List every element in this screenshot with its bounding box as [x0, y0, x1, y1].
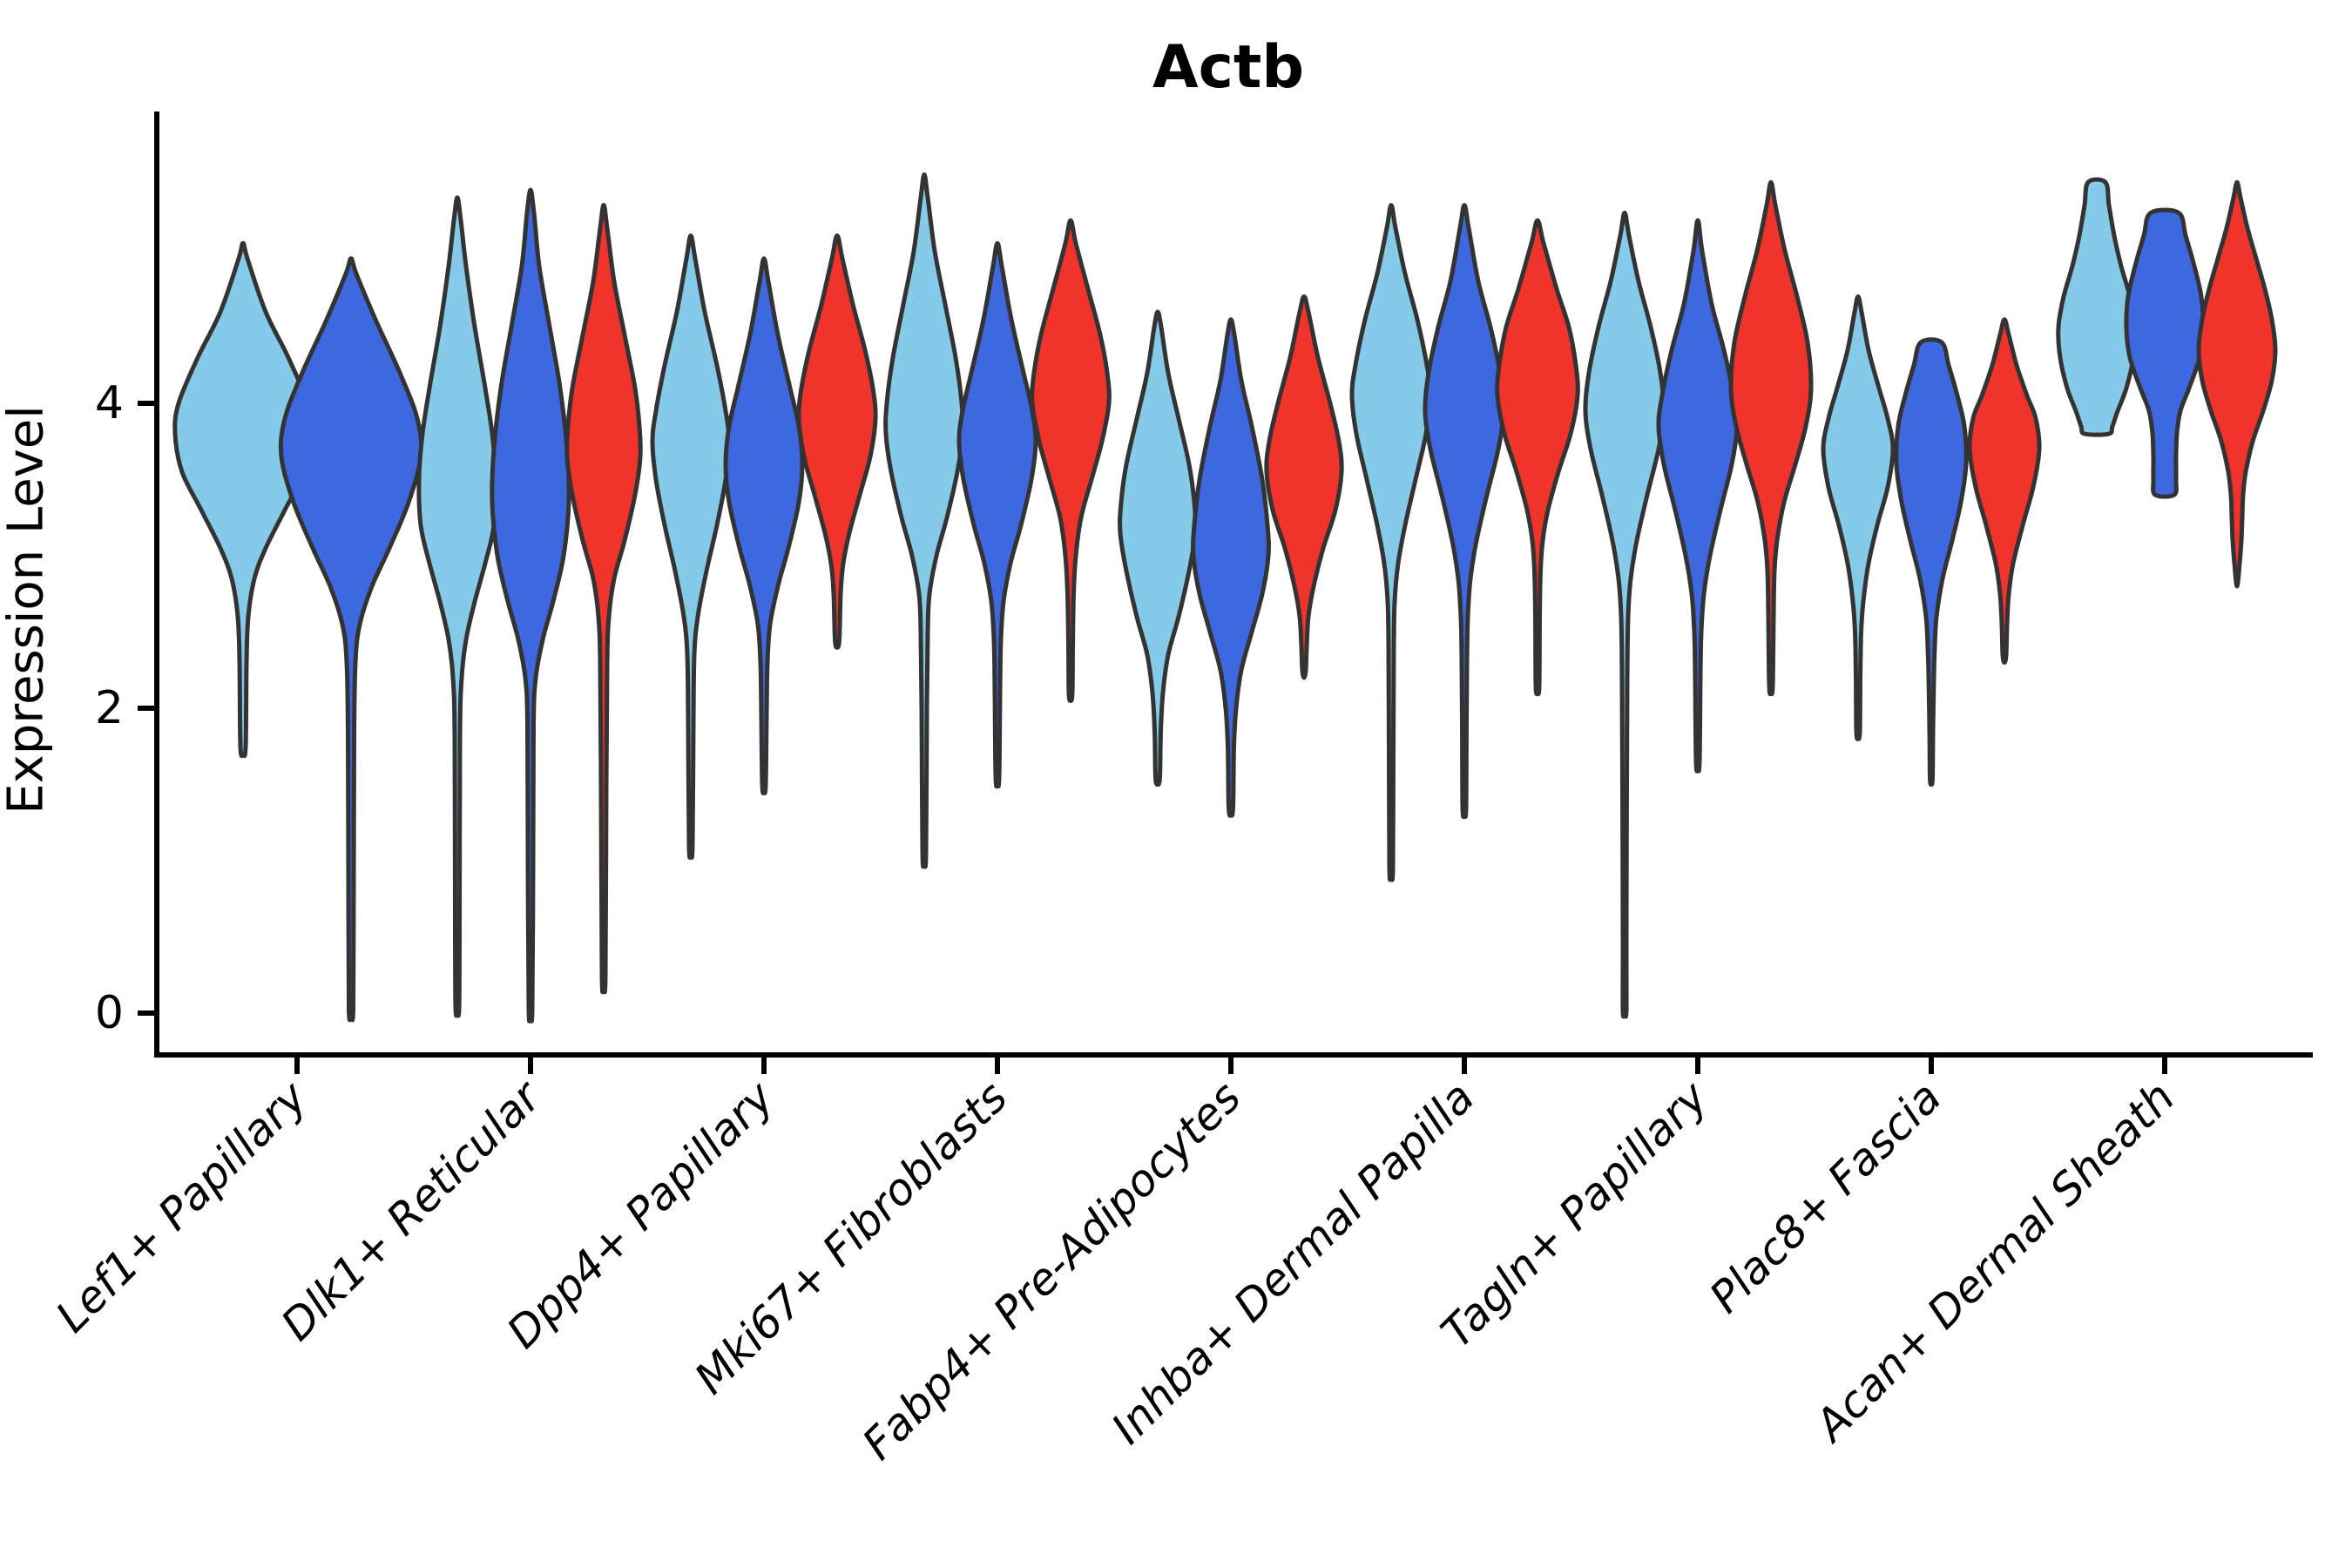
- x-category-label-dlk1-reticular: Dlk1+ Reticular: [272, 1070, 552, 1350]
- violin-tagln-papillary-light_blue: [1583, 210, 1666, 1019]
- x-category-label-fabp4-pre-adipocytes: Fabp4+ Pre-Adipocytes: [853, 1071, 1251, 1470]
- y-tick-label: 0: [95, 987, 124, 1039]
- violin-acan-dermal-sheath-light_blue: [2056, 177, 2138, 437]
- violin-dpp4-papillary-red: [796, 233, 878, 650]
- violin-fabp4-pre-adipocytes-royal_blue: [1191, 317, 1271, 818]
- violin-acan-dermal-sheath-red: [2196, 179, 2278, 589]
- violin-inhba-dermal-papilla-royal_blue: [1423, 203, 1506, 820]
- x-category-label-plac8-fascia: Plac8+ Fascia: [1700, 1071, 1951, 1322]
- x-category-label-lef1-papillary: Lef1+ Papillary: [46, 1071, 317, 1342]
- violin-tagln-papillary-red: [1728, 179, 1814, 697]
- violin-fabp4-pre-adipocytes-light_blue: [1118, 309, 1198, 787]
- violin-mki67-fibroblasts-red: [1030, 218, 1112, 703]
- violin-fabp4-pre-adipocytes-red: [1264, 294, 1344, 680]
- violin-plac8-fascia-light_blue: [1821, 294, 1896, 741]
- violin-mki67-fibroblasts-royal_blue: [956, 240, 1038, 789]
- violin-dlk1-reticular-light_blue: [416, 195, 498, 1018]
- y-tick-label: 2: [95, 682, 124, 734]
- violins-layer: [172, 172, 2278, 1024]
- violin-lef1-papillary-royal_blue: [278, 256, 424, 1023]
- violin-tagln-papillary-royal_blue: [1656, 218, 1740, 774]
- violin-inhba-dermal-papilla-light_blue: [1349, 203, 1433, 882]
- violin-inhba-dermal-papilla-red: [1495, 218, 1580, 697]
- violin-dpp4-papillary-light_blue: [650, 233, 732, 860]
- violin-dlk1-reticular-royal_blue: [490, 187, 571, 1024]
- violin-plac8-fascia-royal_blue: [1894, 337, 1969, 787]
- violin-dpp4-papillary-royal_blue: [723, 256, 805, 795]
- violin-plac8-fascia-red: [1967, 317, 2042, 665]
- violin-acan-dermal-sheath-royal_blue: [2124, 207, 2206, 499]
- violin-mki67-fibroblasts-light_blue: [883, 172, 965, 869]
- y-tick-label: 4: [95, 377, 124, 429]
- violin-dlk1-reticular-red: [564, 203, 643, 995]
- chart-title: Actb: [1152, 33, 1305, 102]
